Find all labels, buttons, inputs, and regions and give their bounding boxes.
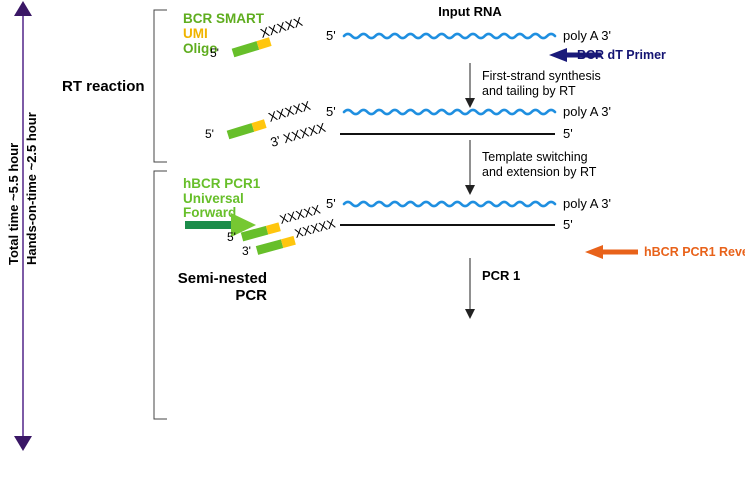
- svg-text:poly A 3': poly A 3': [563, 104, 611, 119]
- svg-text:5': 5': [205, 127, 214, 141]
- svg-text:3' XXXXX: 3' XXXXX: [269, 120, 328, 150]
- svg-text:5': 5': [210, 46, 219, 60]
- svg-text:5': 5': [326, 196, 336, 211]
- svg-text:5': 5': [326, 28, 336, 43]
- svg-text:poly A 3': poly A 3': [563, 196, 611, 211]
- svg-text:and tailing by RT: and tailing by RT: [482, 84, 576, 98]
- svg-text:Semi-nested: Semi-nested: [178, 270, 267, 287]
- svg-text:Hands-on-time ~2.5 hour: Hands-on-time ~2.5 hour: [24, 112, 39, 265]
- svg-text:UMI: UMI: [183, 26, 208, 41]
- svg-text:hBCR PCR1 Reverse: hBCR PCR1 Reverse: [644, 245, 745, 259]
- svg-text:Input RNA: Input RNA: [438, 4, 502, 19]
- svg-text:3': 3': [242, 244, 251, 258]
- svg-text:5': 5': [227, 230, 236, 244]
- svg-text:poly A 3': poly A 3': [563, 28, 611, 43]
- svg-text:hBCR PCR1: hBCR PCR1: [183, 176, 261, 191]
- svg-text:XXXXX: XXXXX: [266, 98, 312, 125]
- svg-text:Forward: Forward: [183, 205, 236, 220]
- svg-text:PCR: PCR: [235, 287, 267, 304]
- svg-text:and extension by RT: and extension by RT: [482, 165, 597, 179]
- svg-text:Total time ~5.5 hour: Total time ~5.5 hour: [6, 143, 21, 265]
- svg-text:XXXXX: XXXXX: [258, 14, 304, 41]
- svg-text:PCR 1: PCR 1: [482, 268, 520, 283]
- svg-text:5': 5': [563, 126, 573, 141]
- svg-text:5': 5': [326, 104, 336, 119]
- svg-text:BCR SMART: BCR SMART: [183, 11, 265, 26]
- svg-text:First-strand synthesis: First-strand synthesis: [482, 69, 601, 83]
- svg-text:5': 5': [563, 217, 573, 232]
- svg-text:Template switching: Template switching: [482, 150, 588, 164]
- svg-text:BCR dT Primer: BCR dT Primer: [577, 48, 666, 62]
- svg-text:Universal: Universal: [183, 191, 244, 206]
- svg-text:RT reaction: RT reaction: [62, 78, 145, 95]
